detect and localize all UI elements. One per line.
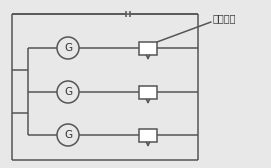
Text: 力敏电阱: 力敏电阱 (213, 13, 237, 23)
Bar (139, 129, 157, 142)
Bar (139, 42, 157, 55)
Text: G: G (64, 130, 72, 140)
Text: G: G (64, 87, 72, 97)
Text: G: G (64, 43, 72, 53)
Bar (139, 86, 157, 99)
